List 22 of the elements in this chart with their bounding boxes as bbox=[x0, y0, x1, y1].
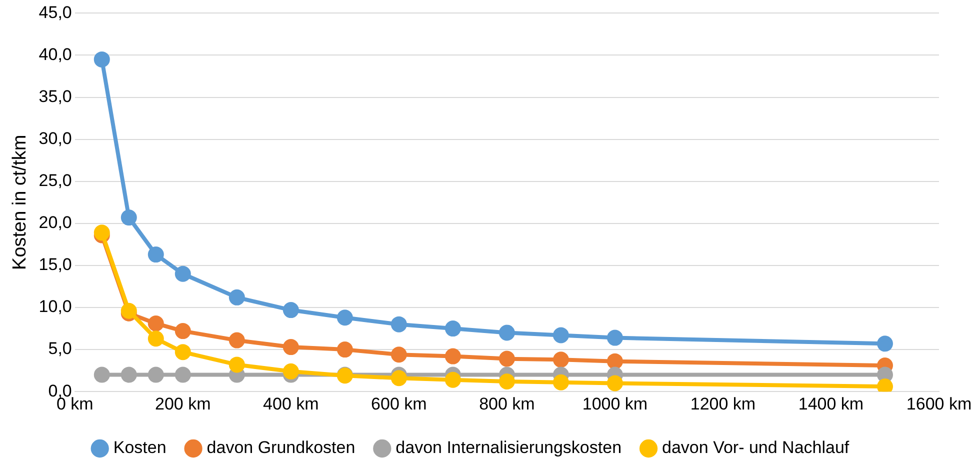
y-axis-title: Kosten in ct/tkm bbox=[10, 134, 31, 270]
y-tick-label: 20,0 bbox=[38, 213, 72, 232]
x-tick-label: 1400 km bbox=[798, 394, 864, 414]
y-tick-label: 15,0 bbox=[38, 255, 72, 274]
y-tick-label: 35,0 bbox=[38, 86, 72, 106]
y-tick-label: 10,0 bbox=[38, 297, 72, 316]
y-tick-label: 40,0 bbox=[38, 44, 72, 64]
legend-label: Kosten bbox=[113, 438, 166, 458]
legend-label: davon Vor- und Nachlauf bbox=[662, 438, 850, 458]
x-tick-label: 1000 km bbox=[582, 394, 648, 414]
x-tick-label: 600 km bbox=[371, 394, 427, 414]
x-tick-label: 1200 km bbox=[690, 394, 756, 414]
y-tick-label: 30,0 bbox=[38, 129, 72, 148]
y-tick-label: 45,0 bbox=[38, 2, 72, 22]
x-tick-label: 800 km bbox=[479, 394, 535, 414]
legend-label: davon Grundkosten bbox=[206, 438, 356, 458]
x-tick-label: 400 km bbox=[263, 394, 319, 414]
x-tick-label: 200 km bbox=[155, 394, 211, 414]
x-tick-label: 1600 km bbox=[906, 394, 972, 414]
legend-label: davon Internalisierungskosten bbox=[396, 438, 622, 458]
y-tick-label: 25,0 bbox=[38, 171, 72, 190]
y-tick-label: 5,0 bbox=[48, 339, 72, 358]
